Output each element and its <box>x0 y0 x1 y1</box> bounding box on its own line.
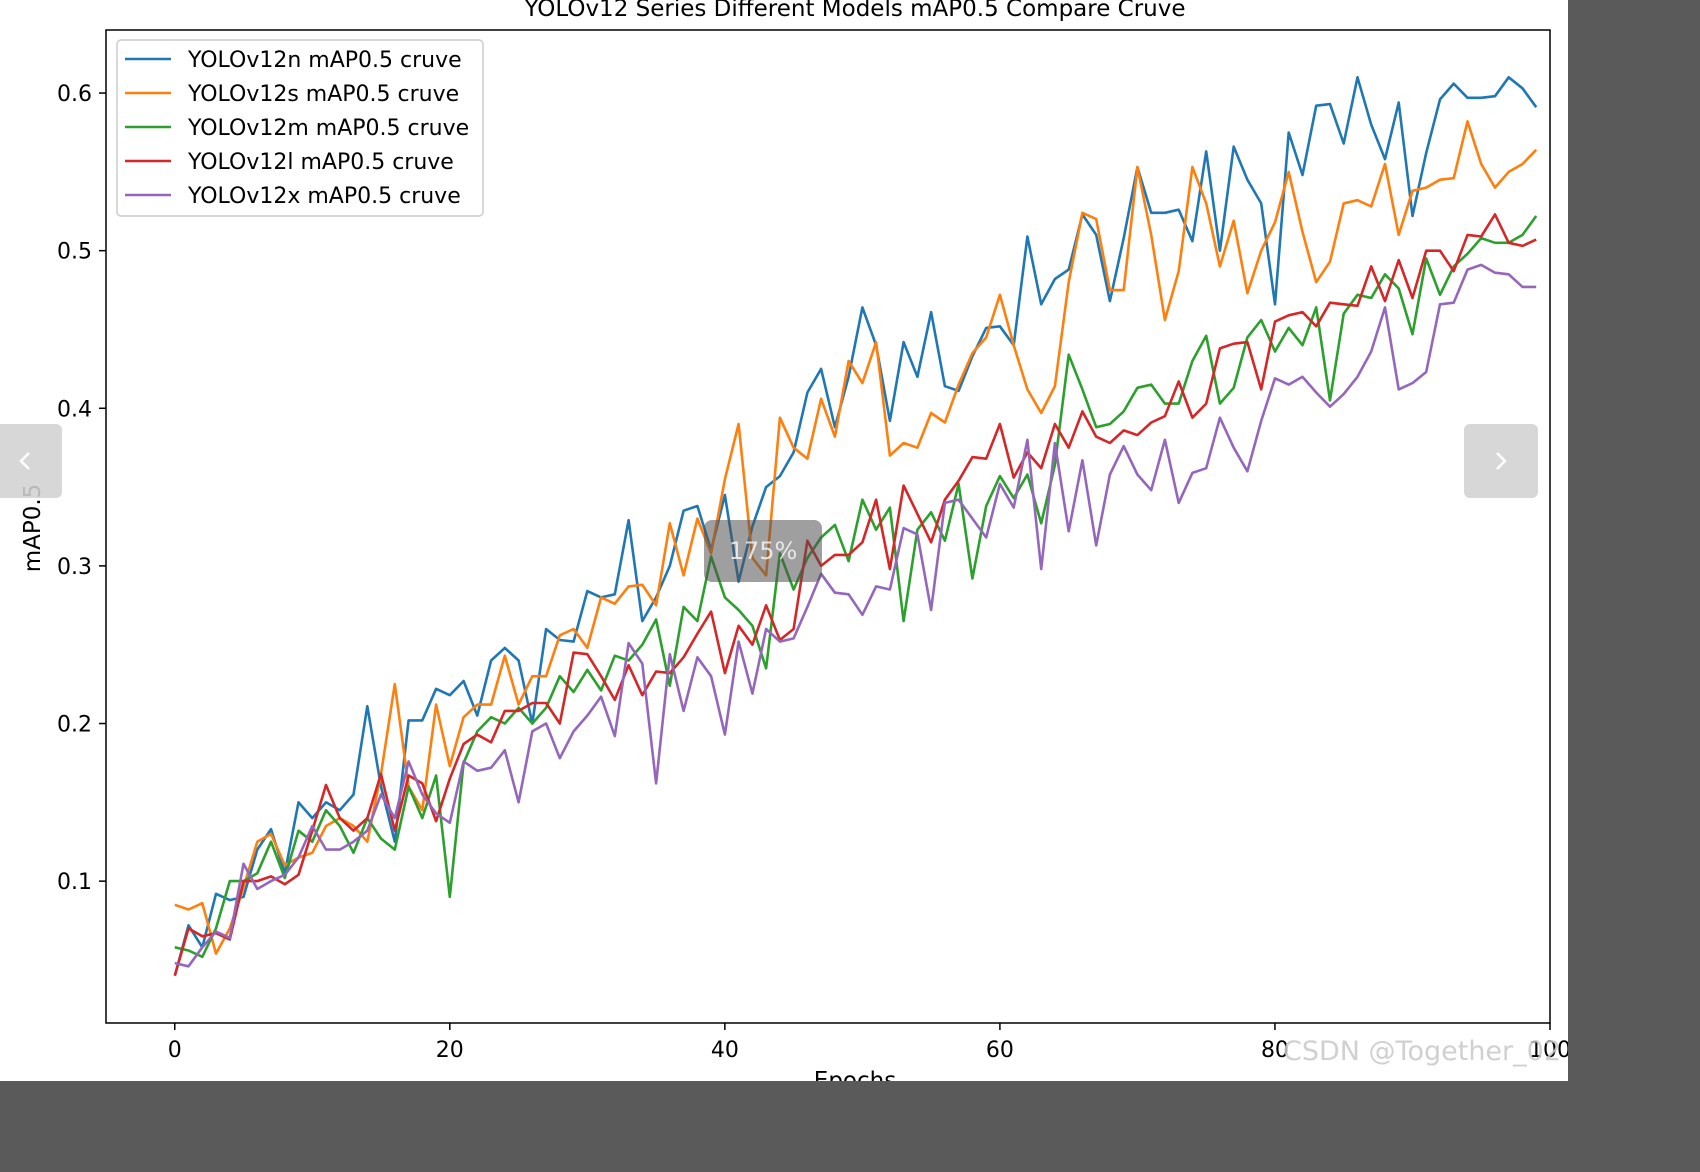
y-tick-label: 0.5 <box>57 240 92 265</box>
series-line-0 <box>173 76 1538 977</box>
legend-label-2: YOLOv12m mAP0.5 cruve <box>187 116 469 141</box>
y-axis-label: mAP0.5 <box>20 484 46 573</box>
y-tick-label: 0.3 <box>57 555 92 580</box>
chart-legend: YOLOv12n mAP0.5 cruve YOLOv12s mAP0.5 cru… <box>116 39 484 217</box>
chevron-right-icon <box>1496 452 1507 470</box>
chart: YOLOv12 Series Different Models mAP0.5 C… <box>20 0 1568 1081</box>
x-tick-label: 20 <box>436 1038 464 1063</box>
zoom-level-badge: 175% <box>704 520 822 582</box>
y-tick-label: 0.2 <box>57 713 92 738</box>
chart-image: YOLOv12 Series Different Models mAP0.5 C… <box>0 0 1568 1081</box>
y-tick-label: 0.1 <box>57 870 92 895</box>
x-tick-label: 80 <box>1261 1038 1289 1063</box>
x-axis-label: Epochs <box>814 1068 896 1081</box>
x-tick-label: 100 <box>1529 1038 1568 1063</box>
series-line-1 <box>174 120 1538 955</box>
watermark: CSDN @Together_02 <box>1283 1036 1562 1067</box>
previous-image-button[interactable] <box>0 424 62 498</box>
series-line-3 <box>173 213 1537 977</box>
x-tick-label: 0 <box>168 1038 182 1063</box>
legend-label-4: YOLOv12x mAP0.5 cruve <box>187 184 461 209</box>
legend-label-3: YOLOv12l mAP0.5 cruve <box>187 150 454 175</box>
legend-label-0: YOLOv12n mAP0.5 cruve <box>187 48 462 73</box>
y-tick-label: 0.4 <box>57 397 92 422</box>
x-tick-label: 40 <box>711 1038 739 1063</box>
legend-label-1: YOLOv12s mAP0.5 cruve <box>187 82 459 107</box>
legend-frame <box>116 39 484 217</box>
series-line-2 <box>174 215 1538 959</box>
chevron-left-icon <box>19 452 30 470</box>
x-tick-label: 60 <box>986 1038 1014 1063</box>
chart-title: YOLOv12 Series Different Models mAP0.5 C… <box>523 0 1185 22</box>
y-tick-label: 0.6 <box>57 82 92 107</box>
series-line-4 <box>174 263 1537 968</box>
next-image-button[interactable] <box>1464 424 1538 498</box>
